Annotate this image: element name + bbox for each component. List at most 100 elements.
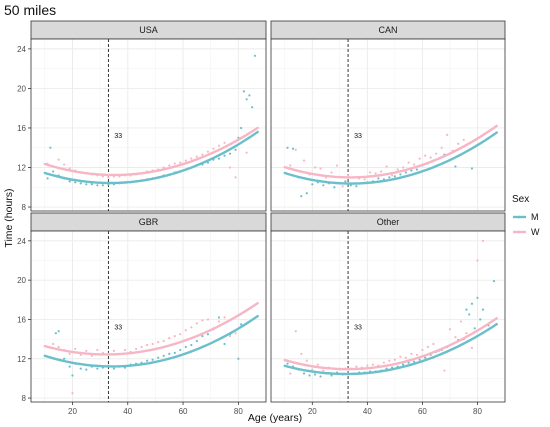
- data-point-w: [195, 155, 198, 158]
- data-point-w: [212, 147, 215, 150]
- data-point-w: [322, 369, 325, 372]
- data-point-w: [366, 364, 369, 367]
- fit-line-w: [283, 124, 498, 179]
- data-point-w: [123, 348, 127, 352]
- data-point-m: [418, 358, 421, 361]
- data-point-m: [112, 367, 116, 370]
- plot-background: [31, 231, 266, 402]
- data-point-m: [68, 180, 71, 183]
- data-point-m: [424, 356, 427, 359]
- data-point-w: [440, 146, 443, 149]
- data-point-m: [71, 374, 74, 377]
- data-point-w: [52, 342, 55, 346]
- data-point-w: [134, 347, 138, 351]
- data-point-w: [335, 164, 339, 167]
- data-point-m: [223, 154, 226, 157]
- data-point-w: [319, 167, 322, 170]
- data-point-w: [374, 172, 377, 175]
- data-point-m: [68, 365, 71, 368]
- data-point-w: [206, 150, 210, 153]
- data-point-m: [206, 333, 210, 336]
- facet-gbr: GBR 33 8 12 16 20 24 20 40 60 80: [17, 212, 267, 416]
- data-point-m: [300, 195, 303, 198]
- data-point-m: [173, 351, 176, 354]
- data-point-m: [240, 126, 243, 130]
- data-point-w: [388, 359, 391, 362]
- data-point-m: [377, 177, 380, 180]
- data-point-w: [369, 171, 372, 174]
- data-point-m: [101, 184, 104, 187]
- y-tick-label: 12: [17, 164, 26, 173]
- plot-background: [271, 39, 505, 211]
- data-point-m: [311, 183, 314, 186]
- data-point-w: [448, 328, 452, 331]
- data-point-w: [217, 144, 221, 147]
- data-point-m: [201, 335, 204, 338]
- data-point-m: [322, 184, 325, 187]
- data-point-w: [404, 356, 407, 359]
- legend-entry-w: W: [513, 227, 540, 237]
- data-point-m: [96, 184, 99, 187]
- data-point-w: [305, 359, 308, 362]
- data-point-w: [391, 174, 394, 177]
- data-point-m: [52, 170, 55, 173]
- y-tick-label: 24: [17, 237, 26, 246]
- data-point-w: [71, 392, 74, 395]
- x-tick-label: 20: [308, 407, 317, 416]
- data-point-m: [85, 368, 88, 371]
- data-point-m: [344, 180, 347, 183]
- data-point-w: [476, 259, 479, 262]
- data-point-m: [217, 316, 221, 319]
- data-point-m: [184, 345, 187, 349]
- x-tick-label: 40: [363, 407, 372, 416]
- data-point-m: [479, 318, 482, 321]
- data-point-m: [404, 171, 407, 174]
- data-point-m: [85, 183, 88, 186]
- data-point-w: [429, 156, 432, 159]
- data-point-w: [146, 343, 149, 347]
- data-point-m: [302, 372, 306, 375]
- data-point-w: [74, 347, 77, 351]
- y-tick-label: 16: [17, 315, 26, 324]
- data-point-m: [399, 173, 402, 176]
- data-point-w: [371, 363, 374, 366]
- data-point-m: [291, 147, 295, 150]
- data-point-m: [146, 359, 149, 362]
- x-tick-label: 60: [179, 407, 188, 416]
- data-point-w: [201, 153, 204, 156]
- facet-panels: USA 33 8 12 16 20 24 CAN 33 GBR 33 8 12 16 20 24 20 40 60 8…: [17, 20, 506, 416]
- y-tick-label: 8: [22, 203, 27, 212]
- data-point-m: [410, 169, 413, 172]
- data-point-m: [415, 168, 419, 171]
- data-point-m: [90, 183, 93, 186]
- data-point-m: [63, 357, 66, 360]
- facet-strip-label: Other: [377, 217, 400, 227]
- data-point-w: [459, 320, 463, 323]
- data-point-w: [173, 162, 176, 165]
- data-point-w: [300, 352, 303, 355]
- y-tick-label: 8: [22, 394, 27, 403]
- data-point-w: [415, 353, 419, 356]
- fit-line-w: [43, 301, 259, 356]
- data-point-m: [74, 181, 77, 184]
- data-point-m: [492, 280, 496, 283]
- data-point-m: [157, 356, 160, 359]
- data-point-w: [201, 319, 204, 322]
- data-point-m: [349, 184, 352, 187]
- data-point-w: [168, 337, 171, 340]
- data-point-m: [355, 185, 358, 188]
- fit-line-m: [283, 322, 498, 376]
- data-point-m: [413, 360, 416, 363]
- legend-label: W: [531, 227, 540, 237]
- data-point-w: [465, 332, 468, 335]
- data-point-m: [245, 98, 248, 101]
- data-point-w: [245, 151, 248, 154]
- data-point-m: [470, 167, 474, 170]
- data-point-m: [473, 327, 476, 330]
- data-point-w: [195, 322, 198, 325]
- fit-line-w: [43, 126, 259, 177]
- data-point-w: [413, 163, 416, 166]
- facet-strip-label: CAN: [378, 25, 397, 35]
- fit-line-w: [283, 317, 498, 371]
